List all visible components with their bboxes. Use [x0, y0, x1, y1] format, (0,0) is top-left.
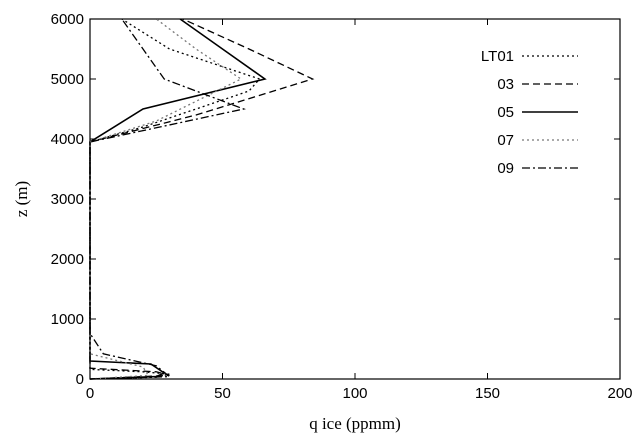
- legend: LT01 03 05 07 09: [481, 48, 578, 177]
- series-line-03: [89, 18, 315, 380]
- legend-label-05: 05: [497, 104, 514, 121]
- series-line-09: [89, 18, 246, 380]
- x-tick-label: 100: [342, 385, 367, 402]
- y-tick-label: 1000: [51, 311, 84, 328]
- y-tick-label: 4000: [51, 131, 84, 148]
- x-tick-label: 150: [475, 385, 500, 402]
- y-tick-label: 0: [76, 371, 84, 388]
- x-tick-label: 50: [214, 385, 231, 402]
- series-group: [89, 18, 315, 380]
- legend-label-09: 09: [497, 160, 514, 177]
- legend-label-lt01: LT01: [481, 48, 514, 65]
- x-tick-label: 0: [86, 385, 94, 402]
- series-line-07: [89, 18, 243, 380]
- y-axis-title: z (m): [12, 181, 31, 217]
- legend-label-07: 07: [497, 132, 514, 149]
- series-line-05: [89, 18, 267, 380]
- x-axis-title: q ice (ppmm): [309, 414, 401, 433]
- y-tick-label: 5000: [51, 71, 84, 88]
- series-line-lt01: [89, 18, 261, 380]
- legend-label-03: 03: [497, 76, 514, 93]
- y-tick-label: 6000: [51, 11, 84, 28]
- plot-frame: [89, 18, 621, 380]
- y-tick-label: 2000: [51, 251, 84, 268]
- axes-group: [89, 18, 621, 380]
- x-tick-label: 200: [607, 385, 632, 402]
- y-tick-label: 3000: [51, 191, 84, 208]
